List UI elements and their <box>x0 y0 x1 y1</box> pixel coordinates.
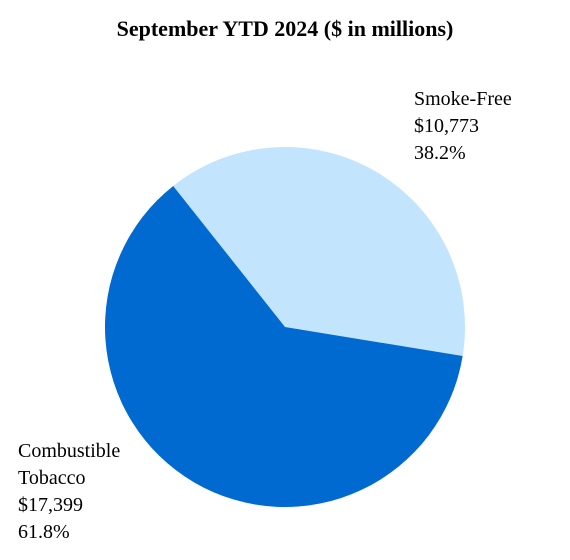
slice-label-combustible-value: $17,399 <box>18 494 83 516</box>
slice-label-smoke-free: Smoke-Free $10,773 38.2% <box>414 86 512 167</box>
slice-label-combustible-name-line-1: Combustible <box>18 440 121 462</box>
slice-label-combustible-percent: 61.8% <box>18 521 70 543</box>
slice-label-combustible-tobacco: Combustible Tobacco $17,399 61.8% <box>18 438 120 546</box>
slice-label-smoke-free-name: Smoke-Free <box>414 88 512 110</box>
pie-slice-smoke-free <box>173 147 465 356</box>
chart-title: September YTD 2024 ($ in millions) <box>116 16 454 41</box>
pie-slice-combustible-tobacco <box>104 185 463 508</box>
slice-label-smoke-free-percent: 38.2% <box>414 142 466 164</box>
slice-label-combustible-name-line-2: Tobacco <box>18 467 86 489</box>
slice-label-smoke-free-value: $10,773 <box>414 115 479 137</box>
